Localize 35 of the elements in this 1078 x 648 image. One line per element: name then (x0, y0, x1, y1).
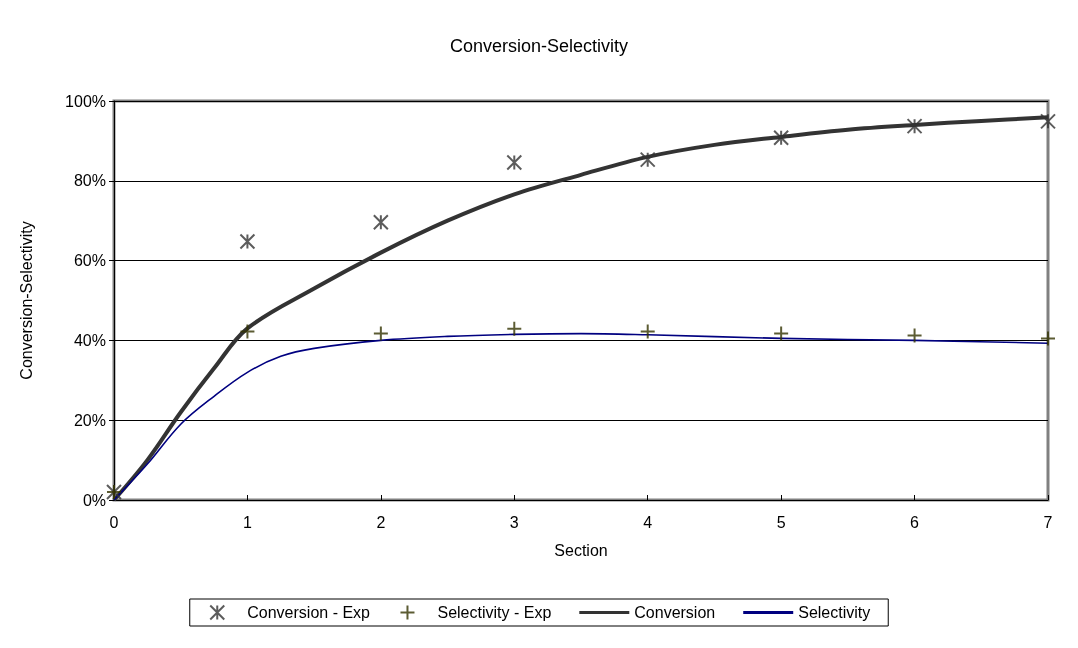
point (773, 129, 790, 146)
y-tick-label: 0% (82, 491, 106, 509)
y-tick-label: 60% (73, 252, 106, 270)
x-tick-label: 1 (242, 513, 252, 531)
point (239, 323, 256, 340)
x-axis-title: Section (554, 541, 608, 559)
point (1040, 330, 1056, 347)
y-axis-title: Conversion-Selectivity (17, 221, 35, 380)
point (506, 320, 523, 337)
x-tick-label: 7 (1043, 513, 1053, 531)
point (639, 151, 656, 168)
legend-label: Conversion (634, 604, 716, 621)
x-tick-label: 6 (910, 513, 920, 531)
point (1040, 113, 1056, 130)
y-tick-label: 80% (73, 172, 106, 190)
point (773, 325, 790, 342)
legend-label: Selectivity (798, 604, 871, 621)
point (372, 325, 389, 342)
legend-label: Conversion - Exp (247, 604, 371, 621)
chart-title: Conversion-Selectivity (449, 36, 629, 56)
x-tick-label: 0 (109, 513, 119, 531)
x-tick-label: 2 (376, 513, 386, 531)
point (372, 214, 389, 231)
point (639, 323, 656, 340)
y-tick-label: 100% (65, 92, 106, 110)
point (906, 327, 923, 344)
point (906, 118, 923, 135)
point (506, 154, 523, 171)
legend-label: Selectivity - Exp (437, 604, 552, 621)
y-tick-label: 20% (73, 411, 106, 429)
x-tick-label: 5 (776, 513, 786, 531)
point (239, 233, 256, 250)
y-tick-label: 40% (73, 331, 106, 349)
x-tick-label: 4 (643, 513, 653, 531)
x-tick-label: 3 (509, 513, 519, 531)
